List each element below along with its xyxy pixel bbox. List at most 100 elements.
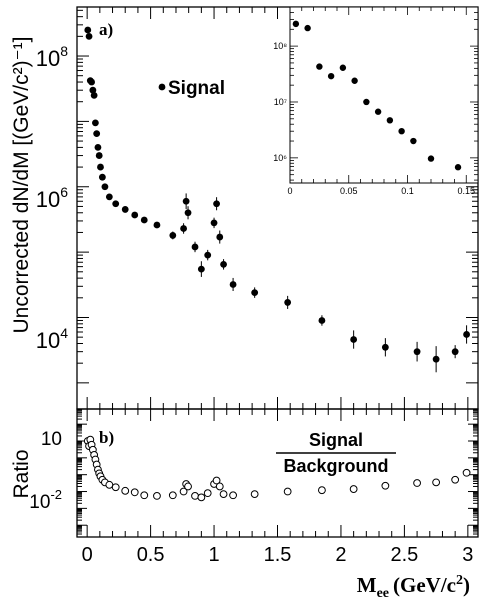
signal-point xyxy=(216,233,224,241)
signal-point xyxy=(140,216,148,224)
signal-point xyxy=(90,91,98,99)
ratio-point xyxy=(462,468,471,477)
signal-point xyxy=(95,152,103,159)
ratio-point xyxy=(197,493,206,502)
x-axis-label-sub: ee xyxy=(377,586,389,600)
signal-point xyxy=(105,193,113,201)
ratio-point xyxy=(191,491,199,500)
x-axis-label-unit-end: ) xyxy=(463,573,470,597)
ratio-point xyxy=(111,483,120,492)
panel-label-b: b) xyxy=(99,428,114,447)
legend-signal-label: Signal xyxy=(168,78,225,99)
ratio-point xyxy=(432,478,441,487)
signal-point xyxy=(85,32,93,40)
inset-point xyxy=(304,24,311,32)
panel-label-a: a) xyxy=(99,20,113,39)
signal-point xyxy=(204,251,212,259)
inset-marks xyxy=(292,20,462,171)
ratio-legend-denominator: Background xyxy=(283,456,388,476)
signal-point xyxy=(432,355,440,363)
x-tick-label: 0.5 xyxy=(137,544,165,566)
ratio-point xyxy=(179,487,188,496)
signal-point xyxy=(184,209,192,217)
main-y-tick-label: 106 xyxy=(36,184,68,212)
inset-x-tick-label: 0.15 xyxy=(457,186,475,196)
signal-point xyxy=(131,211,139,219)
ratio-point xyxy=(219,490,228,499)
main-y-tick-label: 108 xyxy=(36,43,68,71)
signal-point xyxy=(463,331,470,338)
ratio-frame xyxy=(76,408,479,538)
ratio-legend-numerator: Signal xyxy=(309,430,363,450)
signal-point xyxy=(94,144,102,151)
x-tick-label: 2 xyxy=(335,544,346,566)
inset-point xyxy=(316,63,323,70)
signal-point xyxy=(191,243,199,251)
ratio-point xyxy=(121,486,130,495)
inset-x-tick-label: 0.1 xyxy=(401,186,414,196)
signal-point xyxy=(92,119,99,127)
x-tick-label: 1 xyxy=(208,544,219,566)
inset-point xyxy=(339,64,347,71)
ratio-point xyxy=(413,479,421,487)
inset-frame xyxy=(289,6,479,184)
inset-ticks: 10⁶ 10⁷ 10⁸ 0 0.05 0.1 0.15 xyxy=(273,6,479,196)
signal-point xyxy=(350,336,358,343)
x-tick-labels: 0 0.5 1 1.5 2 2.5 3 xyxy=(82,544,474,566)
ratio-point xyxy=(130,488,139,497)
ratio-point xyxy=(184,482,192,491)
main-y-tick-label: 104 xyxy=(36,325,68,353)
signal-point xyxy=(197,265,205,273)
inset-point xyxy=(351,77,358,84)
ratio-point xyxy=(229,491,237,500)
signal-point xyxy=(210,219,218,227)
inset-x-tick-label: 0 xyxy=(287,186,292,196)
main-y-axis-label: Uncorrected dN/dM [(GeV/c²)⁻¹] xyxy=(10,37,33,334)
x-axis-label-unit-sup: 2 xyxy=(456,573,463,588)
signal-point xyxy=(101,183,109,191)
signal-point xyxy=(451,348,459,356)
signal-point xyxy=(213,200,220,208)
legend-signal-marker xyxy=(158,83,166,91)
signal-point xyxy=(84,26,92,34)
inset-y-tick-label: 10⁷ xyxy=(274,97,287,107)
signal-point xyxy=(169,232,177,239)
ratio-ticks xyxy=(77,409,478,538)
x-axis-label: Mee (GeV/c2) xyxy=(357,573,470,600)
x-tick-label: 2.5 xyxy=(390,544,418,566)
ratio-point xyxy=(283,487,292,496)
signal-point xyxy=(251,289,259,297)
ratio-point xyxy=(105,480,114,489)
signal-point xyxy=(318,317,326,324)
inset-point xyxy=(292,20,300,28)
inset-point xyxy=(374,108,382,115)
signal-point xyxy=(97,163,104,171)
main-marks xyxy=(84,26,470,373)
signal-point xyxy=(98,173,106,181)
signal-point xyxy=(121,206,129,213)
signal-point xyxy=(153,221,161,229)
ratio-point xyxy=(212,476,221,485)
inset-x-tick-label: 0.05 xyxy=(340,186,358,196)
signal-point xyxy=(284,299,292,306)
x-axis-label-var: M xyxy=(357,573,377,597)
signal-point xyxy=(229,281,237,288)
inset-point xyxy=(398,127,405,135)
x-tick-label: 3 xyxy=(462,544,473,566)
ratio-point xyxy=(349,485,358,493)
inset-point xyxy=(427,155,435,162)
ratio-y-axis-label: Ratio xyxy=(10,449,33,498)
ratio-y-tick-label: 10-2 xyxy=(29,487,62,513)
signal-point xyxy=(180,225,187,232)
ratio-point xyxy=(451,475,460,484)
ratio-point xyxy=(318,486,326,495)
ratio-point xyxy=(203,489,212,498)
inset-y-tick-label: 10⁶ xyxy=(273,153,287,163)
ratio-point xyxy=(153,491,161,500)
inset-point xyxy=(386,117,394,124)
ratio-marks xyxy=(83,435,471,502)
x-tick-label: 0 xyxy=(82,544,93,566)
signal-point xyxy=(220,260,227,268)
ratio-y-tick-label: 10 xyxy=(41,429,62,450)
signal-point xyxy=(88,78,95,86)
